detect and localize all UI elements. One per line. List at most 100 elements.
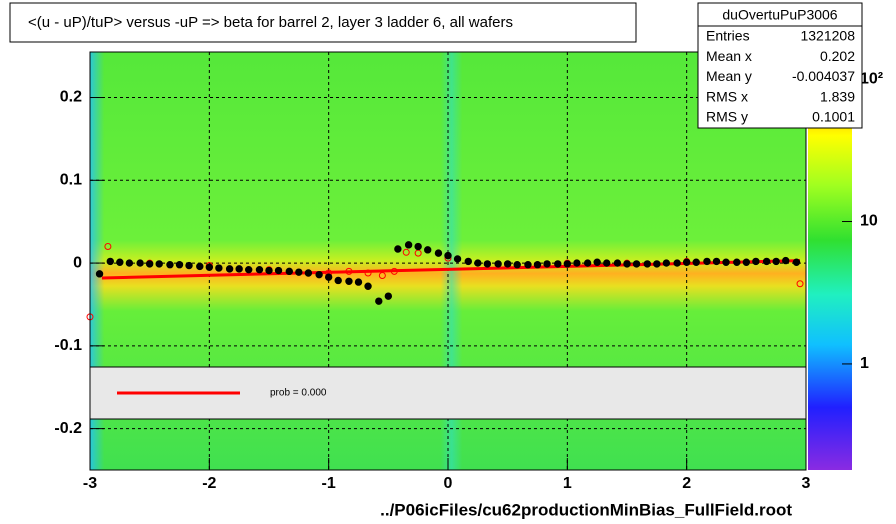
data-point — [106, 257, 114, 266]
data-point — [792, 258, 801, 266]
data-point — [533, 261, 542, 269]
data-point — [653, 260, 661, 268]
legend-text: prob = 0.000 — [270, 388, 327, 399]
data-point — [295, 268, 303, 276]
stats-label: Mean y — [706, 68, 752, 84]
data-point — [315, 270, 323, 279]
data-point — [524, 261, 532, 269]
data-point — [245, 265, 253, 274]
stats-value: 0.1001 — [812, 109, 855, 125]
data-point — [474, 259, 482, 267]
data-point — [772, 257, 780, 266]
data-point — [414, 242, 422, 251]
chart-title: <(u - uP)/tuP> versus -uP => beta for ba… — [28, 14, 513, 31]
y-tick-label: 0.1 — [60, 172, 82, 189]
data-point — [225, 265, 234, 273]
title-box — [9, 2, 637, 43]
data-point — [104, 243, 112, 251]
data-point — [265, 266, 273, 275]
data-point — [782, 256, 790, 265]
data-point — [235, 265, 243, 273]
data-point — [673, 259, 681, 267]
data-point — [345, 267, 353, 275]
x-tick-label: 0 — [444, 475, 453, 492]
data-point — [563, 260, 572, 268]
data-point — [554, 260, 562, 268]
stats-label: RMS x — [706, 88, 748, 104]
stats-label: Mean x — [706, 48, 752, 64]
x-tick-label: -2 — [202, 475, 216, 492]
y-tick-label: 0.2 — [60, 89, 82, 106]
stats-label: RMS y — [706, 109, 748, 125]
data-point — [375, 297, 383, 305]
z-tick-label: 1 — [860, 355, 869, 372]
data-point — [593, 258, 601, 266]
data-point — [662, 259, 671, 267]
data-point — [722, 258, 730, 266]
data-point — [196, 262, 204, 271]
stats-value: 1.839 — [820, 88, 855, 104]
stats-title: duOvertuPuP3006 — [722, 7, 837, 23]
x-tick-label: 3 — [802, 475, 811, 492]
data-point — [125, 259, 134, 267]
y-tick-label: 0 — [73, 254, 82, 271]
x-tick-label: 2 — [682, 475, 691, 492]
data-point — [274, 266, 283, 275]
data-point — [205, 263, 214, 271]
data-point — [453, 255, 462, 263]
data-point — [364, 282, 372, 290]
z-tick-label: 10² — [860, 70, 883, 87]
data-point — [95, 270, 104, 278]
data-point — [623, 260, 631, 268]
data-point — [483, 260, 492, 268]
data-point — [692, 258, 700, 266]
data-point — [304, 269, 313, 277]
data-point — [573, 259, 581, 267]
data-point — [513, 261, 521, 269]
data-point — [434, 249, 443, 257]
data-point — [742, 258, 751, 266]
stats-value: -0.004037 — [792, 68, 855, 84]
data-point — [464, 257, 472, 266]
data-point — [166, 261, 174, 269]
data-point — [285, 267, 293, 276]
x-tick-label: -3 — [83, 475, 97, 492]
data-point — [378, 271, 386, 279]
stats-value: 1321208 — [800, 28, 855, 44]
footer: ../P06icFiles/cu62productionMinBias_Full… — [380, 500, 792, 519]
stats-label: Entries — [706, 28, 750, 44]
data-point — [354, 278, 363, 286]
data-point — [424, 246, 432, 254]
data-point — [175, 261, 184, 269]
data-point — [503, 260, 512, 268]
data-point — [394, 245, 402, 253]
data-point — [762, 257, 771, 266]
data-point — [643, 260, 651, 268]
data-point — [334, 276, 342, 285]
data-point — [603, 259, 611, 267]
data-point — [712, 257, 721, 266]
data-point — [613, 259, 622, 267]
data-point — [404, 241, 413, 249]
data-point — [255, 265, 264, 274]
data-point — [796, 280, 804, 288]
data-point — [185, 261, 193, 270]
data-point — [583, 259, 592, 267]
data-point — [752, 257, 760, 266]
data-point — [682, 258, 691, 266]
x-tick-label: -1 — [322, 475, 336, 492]
data-point — [703, 257, 711, 266]
x-tick-label: 1 — [563, 475, 572, 492]
data-point — [136, 259, 144, 267]
data-point — [402, 248, 410, 256]
data-point — [145, 260, 154, 268]
data-point — [390, 267, 398, 275]
data-point — [116, 258, 124, 266]
data-point — [384, 292, 393, 300]
data-point — [494, 260, 502, 268]
data-point — [155, 260, 163, 268]
data-point — [543, 260, 551, 268]
data-point — [444, 251, 452, 260]
data-point — [364, 269, 372, 277]
